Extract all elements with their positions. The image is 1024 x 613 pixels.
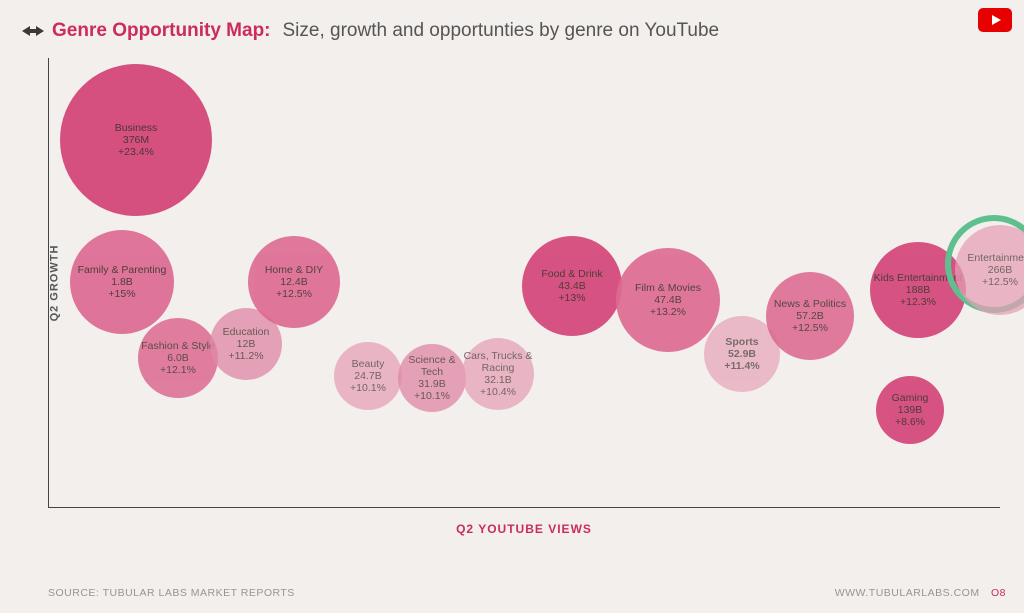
footer-page-number: O8 bbox=[991, 587, 1006, 599]
bubble-value: 47.4B bbox=[654, 294, 681, 306]
bubble-beauty: Beauty24.7B+10.1% bbox=[334, 342, 402, 410]
bubble-news: News & Politics57.2B+12.5% bbox=[766, 272, 854, 360]
bubble-value: 24.7B bbox=[354, 370, 381, 382]
x-axis-line bbox=[48, 507, 1000, 508]
youtube-logo-icon bbox=[978, 8, 1012, 32]
bubble-fashion: Fashion & Style6.0B+12.1% bbox=[138, 318, 218, 398]
chart-title-prefix: Genre Opportunity Map: bbox=[52, 20, 271, 42]
bubble-growth: +11.4% bbox=[724, 360, 759, 372]
bubble-growth: +13% bbox=[558, 292, 585, 304]
bubble-value: 139B bbox=[898, 404, 923, 416]
bubble-label: Fashion & Style bbox=[141, 340, 215, 352]
bubble-business: Business376M+23.4% bbox=[60, 64, 212, 216]
bubble-food: Food & Drink43.4B+13% bbox=[522, 236, 622, 336]
bubble-label: Gaming bbox=[892, 392, 929, 404]
footer-right: WWW.TUBULARLABS.COM O8 bbox=[835, 587, 1006, 599]
bubble-label: Education bbox=[223, 326, 270, 338]
chart-header: Genre Opportunity Map: Size, growth and … bbox=[22, 20, 719, 42]
bubble-label: Cars, Trucks & Racing bbox=[462, 350, 534, 374]
bubble-label: Film & Movies bbox=[635, 282, 701, 294]
bubble-growth: +12.5% bbox=[982, 276, 1018, 288]
bubble-label: Science & Tech bbox=[398, 354, 466, 378]
bubble-growth: +10.4% bbox=[480, 386, 516, 398]
bubble-growth: +12.5% bbox=[276, 288, 312, 300]
bubble-growth: +11.2% bbox=[228, 350, 263, 362]
chart-title-rest: Size, growth and opportunties by genre o… bbox=[283, 20, 720, 42]
bubble-label: Home & DIY bbox=[265, 264, 323, 276]
bubble-value: 6.0B bbox=[167, 352, 189, 364]
footer: SOURCE: TUBULAR LABS MARKET REPORTS WWW.… bbox=[48, 587, 1006, 599]
bubble-chart: Q2 GROWTH Q2 YOUTUBE VIEWS Business376M+… bbox=[48, 58, 1000, 508]
bubble-growth: +8.6% bbox=[895, 416, 925, 428]
bubble-value: 376M bbox=[123, 134, 149, 146]
bubble-family: Family & Parenting1.8B+15% bbox=[70, 230, 174, 334]
bubble-label: Entertainment bbox=[967, 252, 1024, 264]
bubble-value: 1.8B bbox=[111, 276, 133, 288]
bubble-growth: +13.2% bbox=[650, 306, 686, 318]
bubble-value: 31.9B bbox=[418, 378, 445, 390]
bubble-value: 32.1B bbox=[484, 374, 511, 386]
bubble-value: 52.9B bbox=[728, 348, 756, 360]
bubble-gaming: Gaming139B+8.6% bbox=[876, 376, 944, 444]
bubble-value: 43.4B bbox=[558, 280, 585, 292]
bubble-label: Kids Entertainment bbox=[874, 272, 963, 284]
bubble-value: 12B bbox=[237, 338, 256, 350]
bubble-kids: Kids Entertainment188B+12.3% bbox=[870, 242, 966, 338]
bubble-growth: +10.1% bbox=[414, 390, 450, 402]
bubble-growth: +12.3% bbox=[900, 296, 936, 308]
bubble-label: Business bbox=[115, 122, 158, 134]
bubble-label: Sports bbox=[725, 336, 758, 348]
bubble-value: 12.4B bbox=[280, 276, 307, 288]
bubble-film: Film & Movies47.4B+13.2% bbox=[616, 248, 720, 352]
x-axis-label: Q2 YOUTUBE VIEWS bbox=[456, 522, 592, 536]
bubble-growth: +23.4% bbox=[118, 146, 154, 158]
bubble-growth: +12.1% bbox=[160, 364, 196, 376]
bubble-growth: +15% bbox=[108, 288, 135, 300]
bubble-homediy: Home & DIY12.4B+12.5% bbox=[248, 236, 340, 328]
arrow-icon bbox=[22, 24, 44, 38]
bubble-growth: +10.1% bbox=[350, 382, 386, 394]
youtube-play-icon bbox=[992, 15, 1001, 25]
footer-source: SOURCE: TUBULAR LABS MARKET REPORTS bbox=[48, 587, 295, 599]
bubble-label: News & Politics bbox=[774, 298, 846, 310]
bubble-science: Science & Tech31.9B+10.1% bbox=[398, 344, 466, 412]
bubble-growth: +12.5% bbox=[792, 322, 828, 334]
bubble-value: 57.2B bbox=[796, 310, 823, 322]
footer-site: WWW.TUBULARLABS.COM bbox=[835, 587, 980, 599]
bubble-ent: Entertainment266B+12.5% bbox=[955, 225, 1024, 315]
bubble-value: 188B bbox=[906, 284, 931, 296]
bubble-label: Beauty bbox=[352, 358, 385, 370]
bubble-cars: Cars, Trucks & Racing32.1B+10.4% bbox=[462, 338, 534, 410]
y-axis-label: Q2 GROWTH bbox=[48, 245, 60, 322]
bubble-value: 266B bbox=[988, 264, 1013, 276]
bubble-label: Food & Drink bbox=[541, 268, 602, 280]
bubble-label: Family & Parenting bbox=[78, 264, 167, 276]
